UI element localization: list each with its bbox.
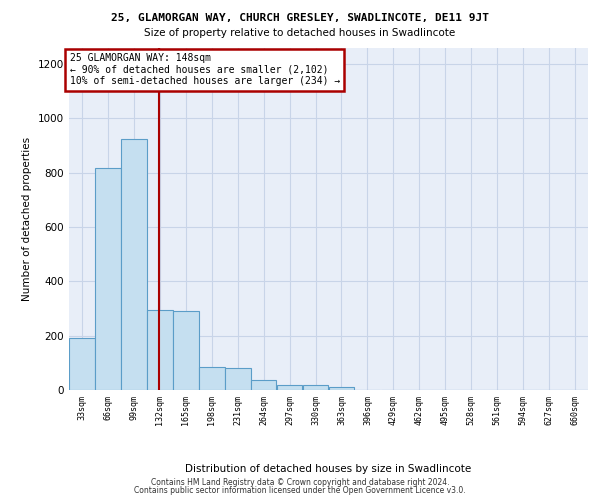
Bar <box>251 380 277 390</box>
Bar <box>225 368 251 390</box>
Bar <box>69 338 95 390</box>
Bar <box>147 310 173 390</box>
Text: Contains public sector information licensed under the Open Government Licence v3: Contains public sector information licen… <box>134 486 466 495</box>
Bar <box>329 388 355 390</box>
Text: Size of property relative to detached houses in Swadlincote: Size of property relative to detached ho… <box>145 28 455 38</box>
Bar <box>199 367 224 390</box>
Bar <box>95 168 121 390</box>
Text: 25 GLAMORGAN WAY: 148sqm
← 90% of detached houses are smaller (2,102)
10% of sem: 25 GLAMORGAN WAY: 148sqm ← 90% of detach… <box>70 53 340 86</box>
Bar <box>277 384 302 390</box>
Bar <box>302 384 328 390</box>
Text: Contains HM Land Registry data © Crown copyright and database right 2024.: Contains HM Land Registry data © Crown c… <box>151 478 449 487</box>
Y-axis label: Number of detached properties: Number of detached properties <box>22 136 32 301</box>
X-axis label: Distribution of detached houses by size in Swadlincote: Distribution of detached houses by size … <box>185 464 472 474</box>
Bar <box>173 311 199 390</box>
Bar <box>121 138 147 390</box>
Text: 25, GLAMORGAN WAY, CHURCH GRESLEY, SWADLINCOTE, DE11 9JT: 25, GLAMORGAN WAY, CHURCH GRESLEY, SWADL… <box>111 12 489 22</box>
